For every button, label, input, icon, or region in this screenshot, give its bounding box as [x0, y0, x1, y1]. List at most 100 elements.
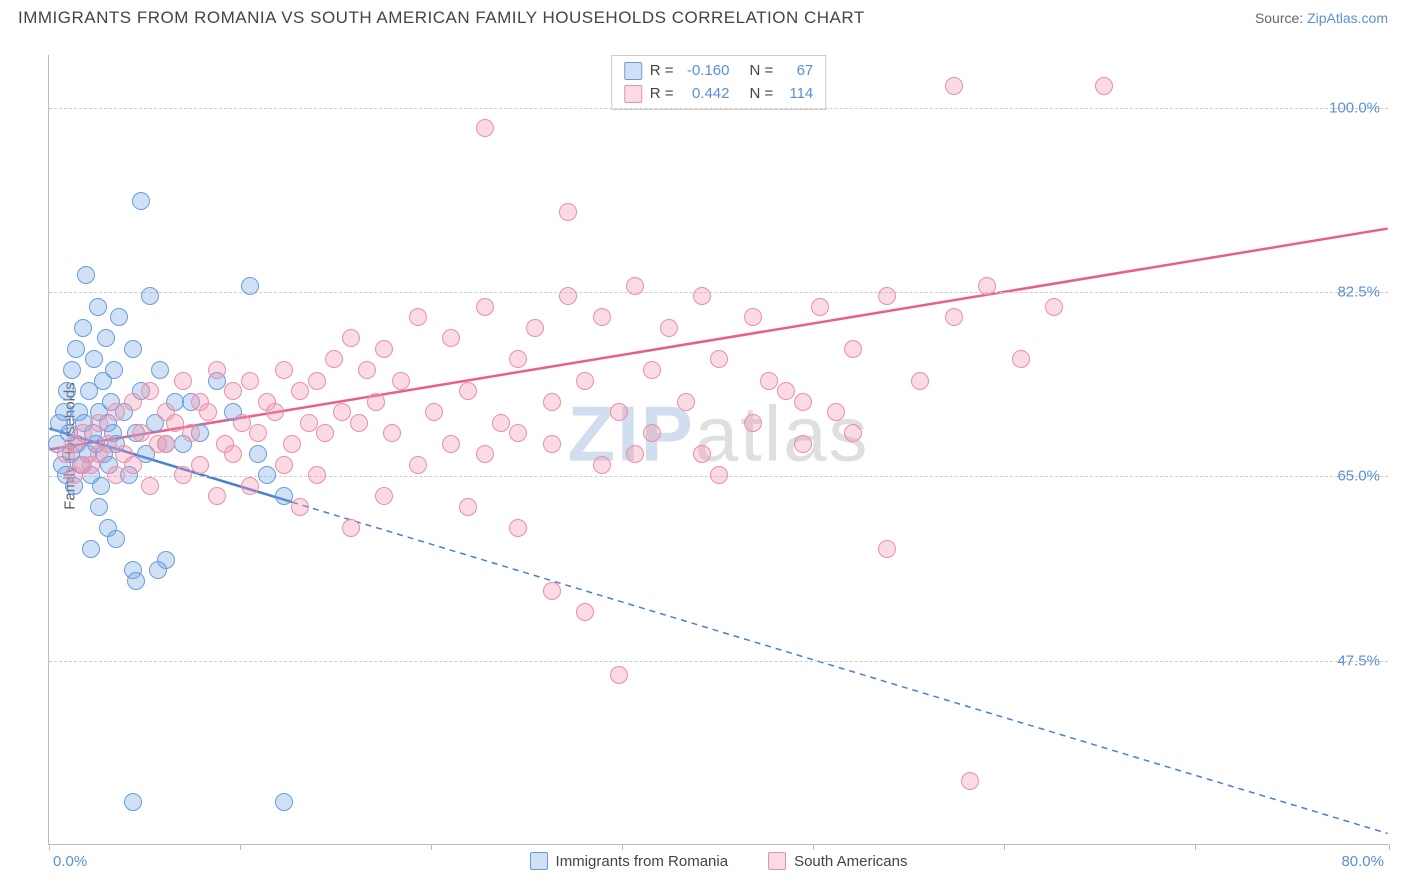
data-point [744, 308, 762, 326]
data-point [459, 498, 477, 516]
data-point [174, 466, 192, 484]
data-point [827, 403, 845, 421]
x-tick [1004, 844, 1005, 850]
data-point [794, 435, 812, 453]
r-label: R = [650, 83, 674, 106]
data-point [543, 435, 561, 453]
data-point [945, 308, 963, 326]
data-point [643, 424, 661, 442]
series-swatch [624, 62, 642, 80]
x-tick [622, 844, 623, 850]
data-point [258, 466, 276, 484]
data-point [233, 414, 251, 432]
data-point [610, 666, 628, 684]
data-point [794, 393, 812, 411]
data-point [325, 350, 343, 368]
data-point [241, 372, 259, 390]
data-point [677, 393, 695, 411]
data-point [350, 414, 368, 432]
data-point [191, 456, 209, 474]
legend-item: South Americans [768, 852, 907, 870]
data-point [132, 424, 150, 442]
data-point [208, 487, 226, 505]
data-point [710, 466, 728, 484]
data-point [375, 487, 393, 505]
x-tick [813, 844, 814, 850]
y-tick-label: 47.5% [1337, 652, 1380, 669]
data-point [509, 350, 527, 368]
data-point [151, 361, 169, 379]
data-point [82, 540, 100, 558]
data-point [476, 119, 494, 137]
data-point [157, 551, 175, 569]
data-point [367, 393, 385, 411]
source-link[interactable]: ZipAtlas.com [1307, 10, 1388, 26]
data-point [409, 456, 427, 474]
data-point [643, 361, 661, 379]
chart-plot-area: ZIPatlas R =-0.160N =67R =0.442N =114 Im… [48, 55, 1388, 845]
data-point [141, 382, 159, 400]
y-tick-label: 82.5% [1337, 284, 1380, 301]
x-tick [1195, 844, 1196, 850]
data-point [124, 393, 142, 411]
data-point [593, 308, 611, 326]
data-point [576, 372, 594, 390]
r-label: R = [650, 60, 674, 83]
n-label: N = [750, 83, 774, 106]
data-point [249, 424, 267, 442]
data-point [492, 414, 510, 432]
data-point [710, 350, 728, 368]
stats-row: R =-0.160N =67 [624, 60, 814, 83]
data-point [459, 382, 477, 400]
data-point [141, 287, 159, 305]
data-point [1012, 350, 1030, 368]
data-point [442, 329, 460, 347]
data-point [127, 572, 145, 590]
x-axis-start-label: 0.0% [53, 853, 87, 870]
data-point [90, 414, 108, 432]
data-point [74, 319, 92, 337]
data-point [107, 403, 125, 421]
data-point [442, 435, 460, 453]
data-point [383, 424, 401, 442]
data-point [576, 603, 594, 621]
data-point [90, 498, 108, 516]
data-point [476, 445, 494, 463]
data-point [626, 277, 644, 295]
legend-swatch [768, 852, 786, 870]
data-point [275, 456, 293, 474]
data-point [157, 435, 175, 453]
data-point [124, 793, 142, 811]
data-point [208, 361, 226, 379]
data-point [593, 456, 611, 474]
data-point [275, 361, 293, 379]
data-point [90, 445, 108, 463]
data-point [610, 403, 628, 421]
data-point [978, 277, 996, 295]
data-point [275, 487, 293, 505]
y-tick-label: 100.0% [1329, 99, 1380, 116]
x-axis-end-label: 80.0% [1341, 853, 1384, 870]
data-point [300, 414, 318, 432]
data-point [358, 361, 376, 379]
data-point [760, 372, 778, 390]
chart-title: IMMIGRANTS FROM ROMANIA VS SOUTH AMERICA… [18, 8, 865, 28]
data-point [74, 424, 92, 442]
data-point [342, 519, 360, 537]
data-point [476, 298, 494, 316]
r-value: -0.160 [682, 60, 730, 83]
data-point [105, 361, 123, 379]
data-point [509, 519, 527, 537]
data-point [543, 582, 561, 600]
data-point [559, 287, 577, 305]
data-point [110, 308, 128, 326]
data-point [291, 498, 309, 516]
data-point [107, 530, 125, 548]
data-point [266, 403, 284, 421]
data-point [375, 340, 393, 358]
legend-label: South Americans [794, 853, 907, 870]
data-point [316, 424, 334, 442]
data-point [124, 340, 142, 358]
data-point [660, 319, 678, 337]
gridline [49, 661, 1388, 662]
